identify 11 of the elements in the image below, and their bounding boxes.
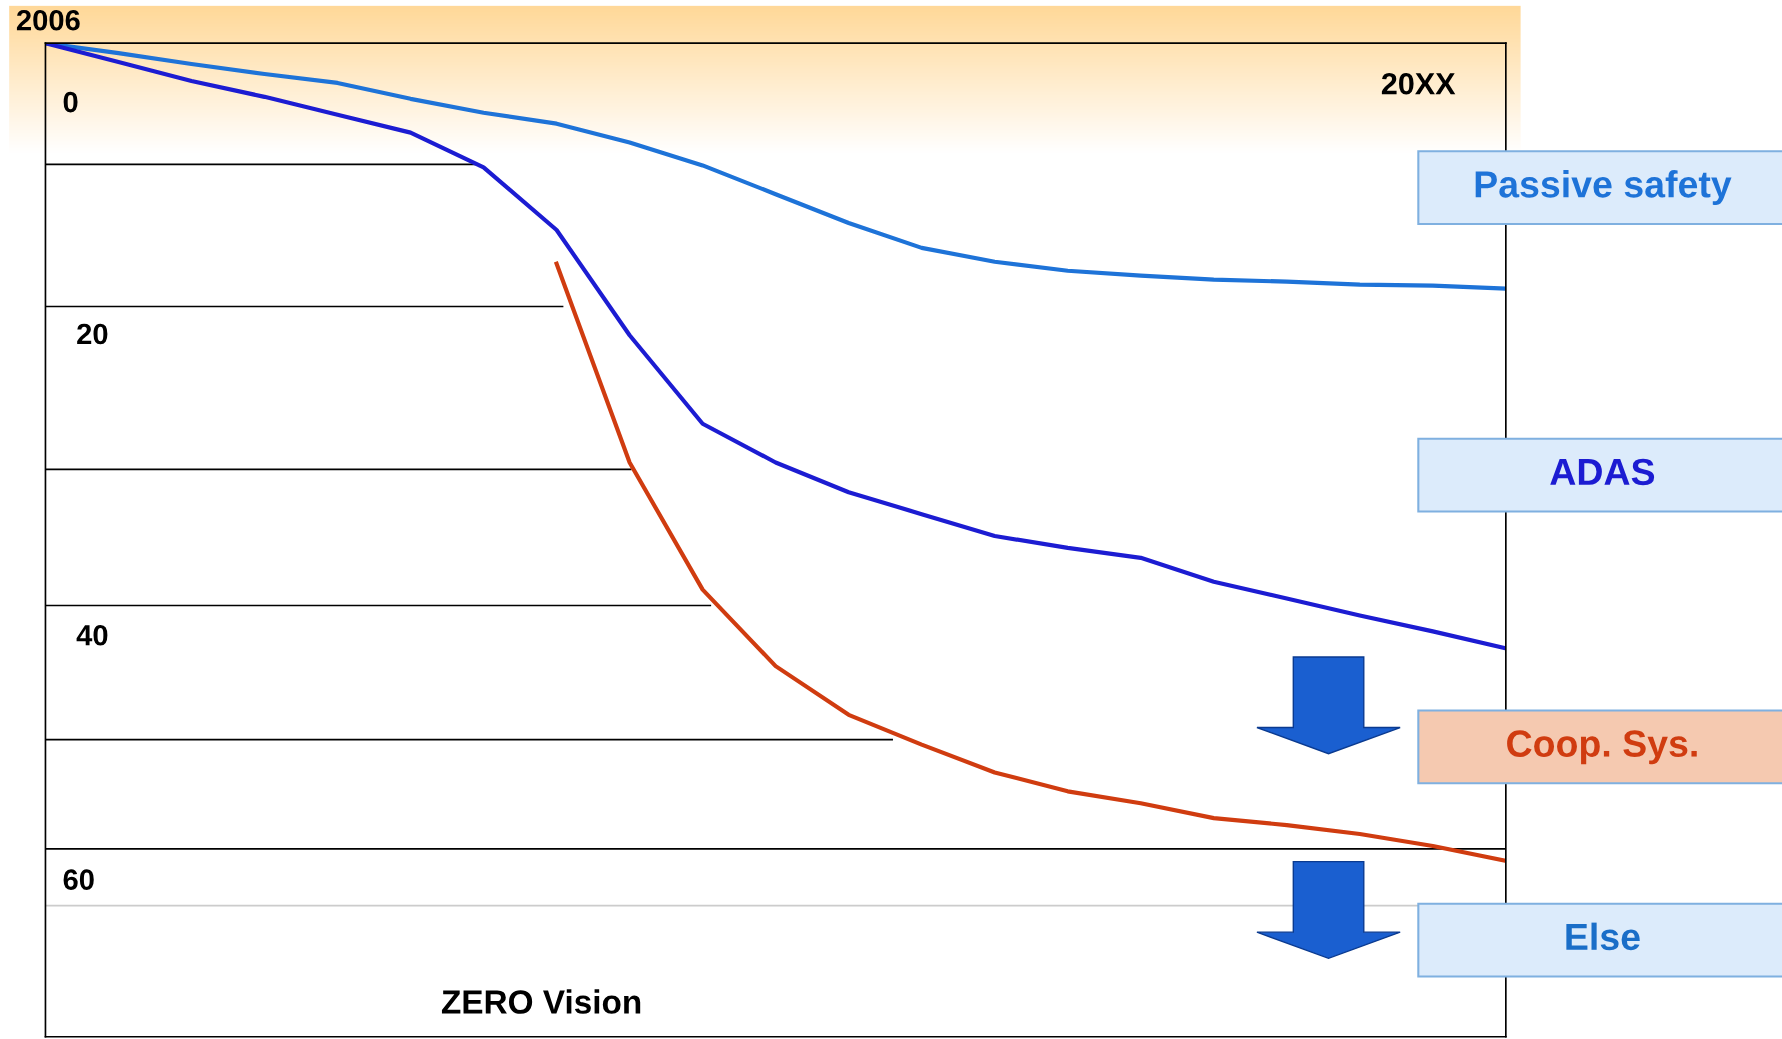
text: ADAS xyxy=(1550,458,1655,486)
annotation: ZERO Vision xyxy=(441,989,641,1014)
annotation: 40 xyxy=(76,624,108,646)
annotation: 0 xyxy=(63,91,78,113)
text: Else xyxy=(1566,922,1640,951)
text: 2006 xyxy=(16,9,80,31)
annotation: 20 xyxy=(77,323,108,345)
text: Coop. Sys. xyxy=(1507,730,1697,765)
annotation: 20XX xyxy=(1381,72,1456,95)
text: Passive safety xyxy=(1475,170,1732,206)
annotation: 60 xyxy=(63,869,94,890)
